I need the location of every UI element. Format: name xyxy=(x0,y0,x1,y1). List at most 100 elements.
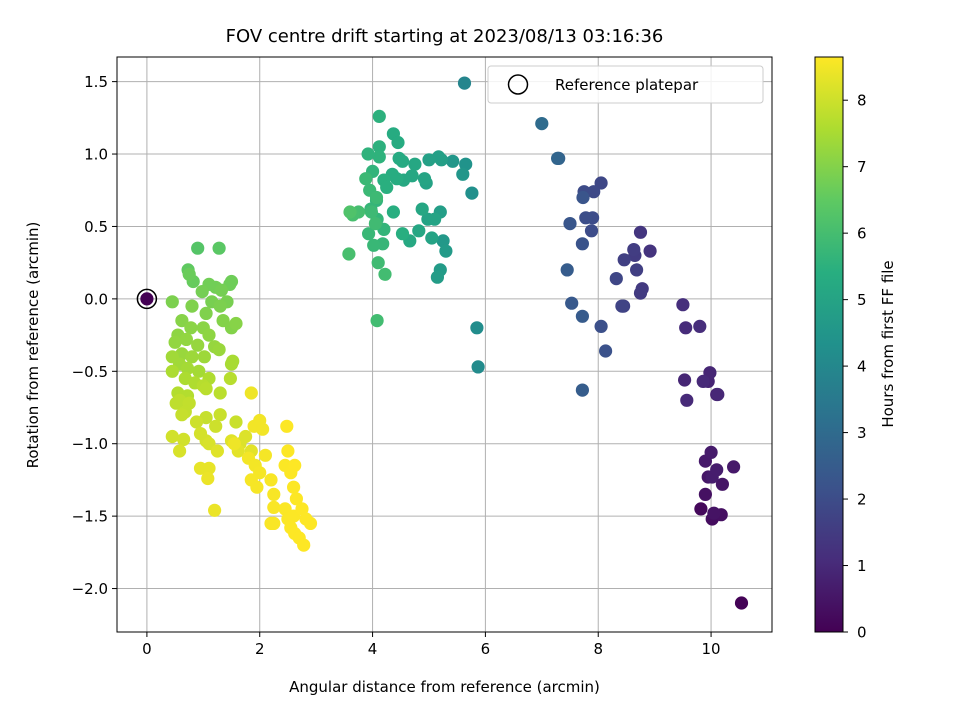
data-point xyxy=(579,211,593,225)
data-point xyxy=(627,243,641,257)
data-point xyxy=(213,299,227,313)
data-point xyxy=(361,147,375,161)
colorbar-tick-label: 1 xyxy=(857,557,867,575)
data-point xyxy=(177,432,191,446)
x-tick-label: 6 xyxy=(481,640,491,658)
data-point xyxy=(372,150,386,164)
colorbar-gradient xyxy=(814,56,844,633)
data-point xyxy=(633,286,648,300)
plot-frame xyxy=(116,56,773,633)
y-tick-label: 0.0 xyxy=(84,290,108,308)
reference-point xyxy=(140,292,154,306)
data-point xyxy=(439,244,453,258)
x-axis-label: Angular distance from reference (arcmin) xyxy=(289,678,600,696)
data-point xyxy=(212,343,226,357)
data-point xyxy=(202,461,216,475)
data-point xyxy=(465,186,479,200)
data-point xyxy=(415,202,429,216)
data-point xyxy=(165,364,179,378)
data-point xyxy=(696,374,710,388)
colorbar-tick-label: 3 xyxy=(857,424,867,442)
data-point xyxy=(609,272,623,286)
colorbar-tick-label: 7 xyxy=(857,158,867,176)
data-point xyxy=(180,361,195,375)
data-point xyxy=(563,217,577,231)
data-point xyxy=(182,267,196,281)
data-point xyxy=(412,224,426,238)
data-point xyxy=(380,180,394,194)
data-point xyxy=(264,473,278,487)
data-point xyxy=(226,354,240,368)
data-point xyxy=(364,205,378,219)
data-point xyxy=(185,350,199,364)
data-point xyxy=(287,480,301,494)
y-axis-ticks: 1.5 1.0 0.5 0.0 −0.5 −1.0 −1.5 −2.0 xyxy=(72,73,117,598)
data-point xyxy=(727,460,741,474)
data-point xyxy=(202,328,216,342)
data-point xyxy=(289,492,303,506)
colorbar-tick-label: 2 xyxy=(857,491,867,509)
data-point xyxy=(267,500,281,514)
data-point xyxy=(372,109,386,123)
data-point xyxy=(359,172,373,186)
data-point xyxy=(184,321,198,335)
y-axis-label: Rotation from reference (arcmin) xyxy=(24,222,42,469)
data-point xyxy=(371,256,385,270)
data-point xyxy=(370,314,384,328)
data-point xyxy=(386,205,400,219)
y-tick-label: −2.0 xyxy=(72,580,108,598)
data-point xyxy=(643,244,657,258)
data-point xyxy=(175,314,189,328)
data-point xyxy=(698,487,713,501)
data-point xyxy=(711,387,725,402)
data-point xyxy=(471,360,485,374)
data-point xyxy=(395,154,410,168)
data-point xyxy=(267,487,281,501)
data-point xyxy=(191,241,205,255)
data-point xyxy=(214,283,228,297)
data-point xyxy=(430,270,444,284)
colorbar: 0 1 2 3 4 5 6 7 8 Hours from first FF file xyxy=(814,56,897,642)
data-point xyxy=(707,506,721,520)
data-point xyxy=(693,319,707,333)
data-point xyxy=(175,408,189,422)
legend-label: Reference platepar xyxy=(555,76,699,94)
data-point xyxy=(551,151,565,165)
data-point xyxy=(250,480,264,494)
data-point xyxy=(189,415,204,429)
y-tick-label: −0.5 xyxy=(72,363,108,381)
data-point xyxy=(197,350,211,364)
data-point xyxy=(223,371,237,386)
data-point xyxy=(165,429,179,444)
data-point xyxy=(715,477,730,491)
data-point xyxy=(395,227,410,241)
data-point xyxy=(165,295,179,309)
data-point xyxy=(168,335,182,349)
data-point xyxy=(297,538,311,552)
data-point xyxy=(343,205,357,219)
data-point xyxy=(694,502,708,516)
data-point xyxy=(390,172,404,186)
data-point xyxy=(575,237,590,251)
data-point xyxy=(244,386,258,400)
data-point xyxy=(565,296,579,310)
data-point xyxy=(288,458,302,472)
data-point xyxy=(258,448,272,462)
data-point xyxy=(615,299,629,313)
data-point xyxy=(368,217,382,231)
data-point xyxy=(199,306,213,320)
data-point xyxy=(456,167,470,181)
data-point xyxy=(362,227,376,241)
data-point xyxy=(201,471,215,486)
data-point xyxy=(378,267,392,281)
data-point xyxy=(633,225,648,239)
data-point xyxy=(213,408,227,422)
data-point xyxy=(253,413,267,428)
data-point xyxy=(676,298,690,312)
data-point xyxy=(594,319,608,333)
data-point xyxy=(457,76,472,90)
data-point xyxy=(734,596,749,610)
colorbar-tick-label: 0 xyxy=(857,624,867,642)
data-point xyxy=(213,386,227,400)
